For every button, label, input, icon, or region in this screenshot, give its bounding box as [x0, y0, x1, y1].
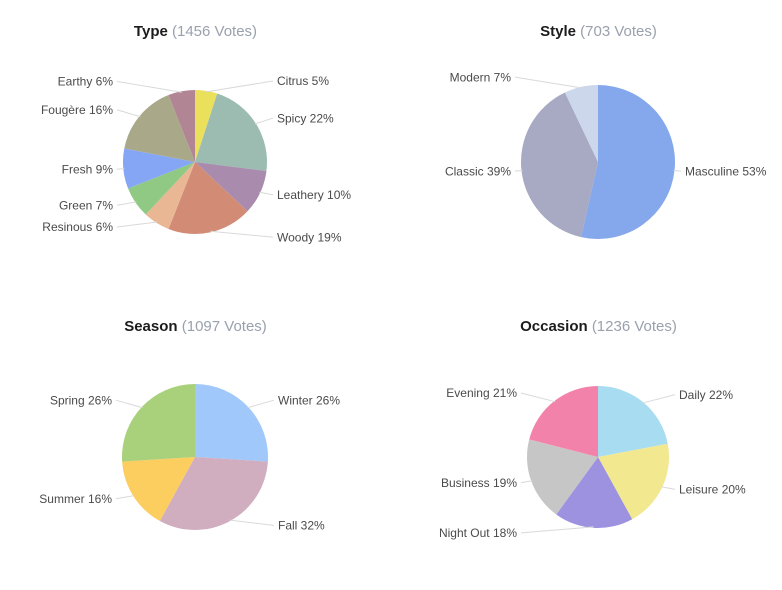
slice-label-spicy: Spicy 22%: [277, 111, 334, 125]
pie-slice-green[interactable]: [128, 162, 195, 215]
leader-line-modern: [514, 76, 582, 89]
slice-label-leisure: Leisure 20%: [679, 483, 746, 497]
leader-line-daily: [642, 394, 676, 404]
chart-title: Occasion (1236 Votes): [391, 295, 782, 337]
slice-label-leathery: Leathery 10%: [277, 188, 351, 202]
slice-label-summer: Summer 16%: [39, 492, 112, 506]
slice-label-spring: Spring 26%: [50, 393, 112, 407]
slice-label-evening: Evening 21%: [446, 386, 517, 400]
leader-line-classic: [514, 169, 523, 172]
leader-line-masculine: [673, 169, 682, 172]
leader-line-leathery: [259, 191, 274, 196]
slice-label-night-out: Night Out 18%: [439, 526, 517, 540]
pie-slice-fresh[interactable]: [123, 148, 195, 189]
pie-slice-fall[interactable]: [159, 457, 268, 531]
pie-slice-leisure[interactable]: [598, 443, 669, 520]
chart-title: Type (1456 Votes): [0, 0, 391, 42]
leader-line-winter: [247, 399, 275, 409]
chart-votes-count: (1236 Votes): [591, 318, 677, 335]
leader-line-fresh: [116, 168, 125, 170]
slice-label-winter: Winter 26%: [278, 393, 340, 407]
pie-slice-business[interactable]: [526, 439, 598, 515]
pie-slice-citrus[interactable]: [195, 90, 218, 162]
slice-label-fall: Fall 32%: [278, 519, 325, 533]
slice-label-woody: Woody 19%: [277, 230, 342, 244]
leader-line-resinous: [116, 221, 158, 228]
pie-slice-masculine[interactable]: [581, 85, 675, 239]
slice-label-classic: Classic 39%: [445, 164, 511, 178]
slice-label-earthy: Earthy 6%: [58, 75, 114, 89]
type-pie-chart: Citrus 5% Spicy 22% Leathery 10% Woody 19% R…: [41, 74, 351, 244]
chart-card-type: Type (1456 Votes) Citrus 5% Spicy 22% Leat…: [0, 0, 391, 295]
leader-line-spring: [115, 399, 143, 409]
slice-label-citrus: Citrus 5%: [277, 74, 329, 88]
slice-label-fougère: Fougère 16%: [41, 103, 113, 117]
chart-votes-count: (1456 Votes): [172, 23, 258, 40]
chart-title-text: Season: [124, 318, 178, 335]
slice-label-green: Green 7%: [59, 198, 113, 212]
chart-votes-count: (1097 Votes): [181, 318, 267, 335]
chart-title: Season (1097 Votes): [0, 295, 391, 337]
pie-slice-fougère[interactable]: [124, 95, 195, 162]
leader-line-fall: [229, 519, 275, 526]
chart-card-occasion: Occasion (1236 Votes) Daily 22% Leisure 2…: [391, 295, 782, 590]
chart-title-text: Style: [540, 23, 576, 40]
chart-card-style: Style (703 Votes) Masculine 53% Classic 3…: [391, 0, 782, 295]
slice-label-modern: Modern 7%: [450, 70, 512, 84]
season-pie-chart: Winter 26% Fall 32% Summer 16% Spring 26%: [39, 384, 340, 533]
slice-label-resinous: Resinous 6%: [42, 220, 113, 234]
pie-slice-summer[interactable]: [122, 457, 195, 521]
pie-slice-daily[interactable]: [598, 386, 668, 457]
leader-line-evening: [520, 392, 556, 403]
leader-line-summer: [115, 495, 135, 500]
pie-slice-spicy[interactable]: [195, 93, 267, 172]
pie-slice-winter[interactable]: [195, 384, 269, 462]
chart-votes-count: (703 Votes): [580, 23, 657, 40]
slice-label-daily: Daily 22%: [679, 388, 733, 402]
chart-title-text: Occasion: [520, 318, 588, 335]
pie-slice-resinous[interactable]: [145, 162, 195, 229]
leader-line-earthy: [116, 80, 182, 93]
slice-label-business: Business 19%: [441, 476, 517, 490]
pie-slice-modern[interactable]: [564, 85, 598, 162]
leader-line-green: [116, 201, 137, 206]
leader-line-business: [520, 480, 533, 484]
pie-slice-night-out[interactable]: [556, 457, 633, 528]
pie-slice-classic[interactable]: [520, 92, 598, 238]
leader-line-citrus: [206, 80, 274, 93]
style-pie-chart: Masculine 53% Classic 39% Modern 7%: [445, 70, 767, 239]
pie-slice-spring[interactable]: [121, 384, 195, 462]
leader-line-spicy: [254, 117, 274, 125]
leader-line-night-out: [520, 526, 594, 534]
pie-slice-earthy[interactable]: [168, 90, 196, 162]
slice-label-masculine: Masculine 53%: [685, 164, 767, 178]
pie-slice-leathery[interactable]: [195, 162, 267, 212]
leader-line-woody: [210, 230, 274, 238]
pie-slice-evening[interactable]: [529, 386, 598, 457]
occasion-pie-chart: Daily 22% Leisure 20% Night Out 18% Busines…: [439, 386, 746, 540]
chart-title: Style (703 Votes): [391, 0, 782, 42]
leader-line-leisure: [661, 486, 676, 490]
slice-label-fresh: Fresh 9%: [62, 162, 114, 176]
chart-title-text: Type: [133, 23, 168, 40]
chart-card-season: Season (1097 Votes) Winter 26% Fall 32% Su…: [0, 295, 391, 590]
leader-line-fougère: [116, 109, 141, 118]
pie-slice-woody[interactable]: [168, 162, 248, 234]
